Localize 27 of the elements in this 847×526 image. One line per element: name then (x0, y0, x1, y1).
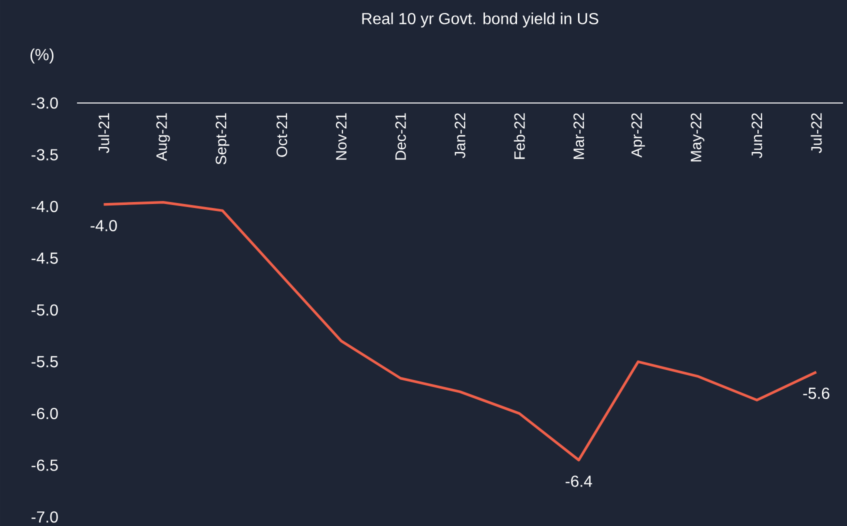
x-tick-label: Apr-22 (631, 113, 645, 158)
y-axis-title: (%) (30, 48, 54, 64)
data-label: -6.4 (566, 476, 592, 487)
x-tick-label: Jan-22 (454, 113, 466, 158)
data-label: -4.0 (90, 220, 117, 232)
x-tick-label: Jul-21 (98, 113, 110, 154)
y-tick-label: -3.0 (32, 97, 58, 109)
y-tick-label: -3.5 (32, 149, 58, 160)
x-tick-label: Feb-22 (514, 113, 525, 159)
x-tick-label: Jul-22 (810, 113, 822, 154)
x-tick-label: Aug-21 (156, 113, 170, 161)
x-tick-label: Jun-22 (752, 113, 762, 158)
x-tick-label: Oct-21 (276, 113, 288, 157)
y-tick-label: -7.0 (32, 511, 58, 523)
data-label: -5.6 (803, 388, 830, 399)
y-tick-label: -4.5 (32, 252, 58, 264)
y-tick-label: -4.0 (32, 200, 58, 212)
x-tick-label: Mar-22 (573, 113, 584, 159)
x-tick-label: Sept-21 (216, 113, 230, 164)
y-tick-label: -6.5 (32, 460, 58, 471)
x-tick-label: Dec-21 (395, 113, 406, 160)
chart-title: Real 10 yr Govt. bond yield in US (362, 12, 598, 28)
y-tick-label: -5.0 (32, 304, 58, 316)
x-tick-label: May-22 (690, 113, 704, 162)
x-tick-label: Nov-21 (336, 113, 347, 160)
y-tick-label: -5.5 (32, 356, 58, 368)
y-tick-label: -6.0 (32, 408, 58, 420)
